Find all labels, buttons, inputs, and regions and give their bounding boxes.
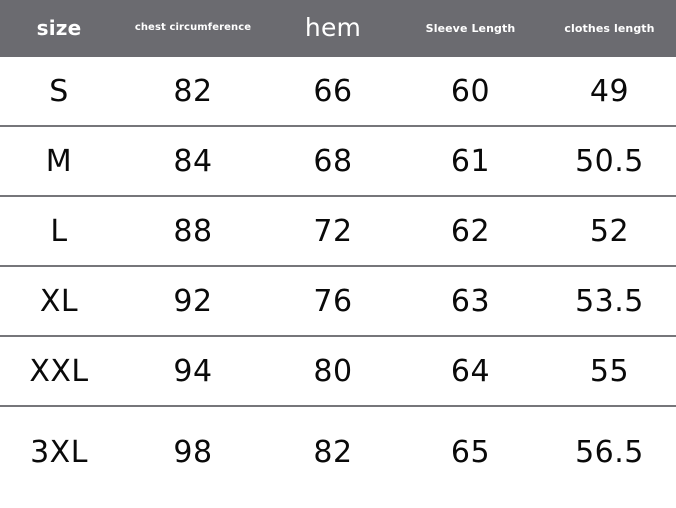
cell-sleeve: 62 bbox=[450, 213, 491, 249]
cell-chest: 98 bbox=[173, 435, 213, 470]
table-row: M 84 68 61 50.5 bbox=[0, 127, 676, 197]
cell-hem: 82 bbox=[313, 435, 353, 470]
cell-sleeve: 61 bbox=[450, 143, 491, 179]
cell-clothes: 56.5 bbox=[575, 435, 644, 470]
table-body: S 82 66 60 49 M 84 68 61 50.5 L 88 72 62… bbox=[0, 57, 676, 498]
table-row: 3XL 98 82 65 56.5 bbox=[0, 407, 676, 498]
table-row: S 82 66 60 49 bbox=[0, 57, 676, 127]
column-header-size: size bbox=[36, 16, 82, 40]
cell-clothes: 49 bbox=[589, 73, 630, 109]
column-header-clothes: clothes length bbox=[564, 21, 655, 35]
cell-size: M bbox=[45, 143, 73, 179]
cell-sleeve: 60 bbox=[450, 73, 491, 109]
table-row: L 88 72 62 52 bbox=[0, 197, 676, 267]
cell-clothes: 52 bbox=[589, 213, 630, 249]
cell-clothes: 53.5 bbox=[575, 283, 644, 319]
cell-size: 3XL bbox=[30, 435, 88, 470]
cell-size: XL bbox=[39, 283, 79, 319]
table-row: XL 92 76 63 53.5 bbox=[0, 267, 676, 337]
column-header-sleeve: Sleeve Length bbox=[425, 21, 516, 35]
cell-sleeve: 64 bbox=[450, 353, 491, 389]
column-header-chest: chest circumference bbox=[134, 22, 252, 34]
cell-size: S bbox=[49, 73, 69, 109]
cell-clothes: 55 bbox=[589, 353, 630, 389]
cell-hem: 80 bbox=[313, 353, 353, 389]
cell-chest: 88 bbox=[173, 213, 213, 249]
cell-chest: 92 bbox=[173, 283, 213, 319]
cell-chest: 84 bbox=[173, 143, 213, 179]
cell-hem: 68 bbox=[313, 143, 353, 179]
cell-size: XXL bbox=[29, 353, 89, 389]
cell-hem: 66 bbox=[313, 73, 353, 109]
cell-chest: 82 bbox=[173, 73, 213, 109]
cell-chest: 94 bbox=[173, 353, 213, 389]
cell-hem: 72 bbox=[313, 213, 353, 249]
table-header-row: size chest circumference hem Sleeve Leng… bbox=[0, 0, 676, 57]
table-row: XXL 94 80 64 55 bbox=[0, 337, 676, 407]
cell-hem: 76 bbox=[313, 283, 353, 319]
column-header-hem: hem bbox=[304, 13, 362, 43]
cell-size: L bbox=[50, 213, 68, 249]
cell-clothes: 50.5 bbox=[575, 143, 644, 179]
cell-sleeve: 65 bbox=[450, 435, 491, 470]
cell-sleeve: 63 bbox=[450, 283, 491, 319]
